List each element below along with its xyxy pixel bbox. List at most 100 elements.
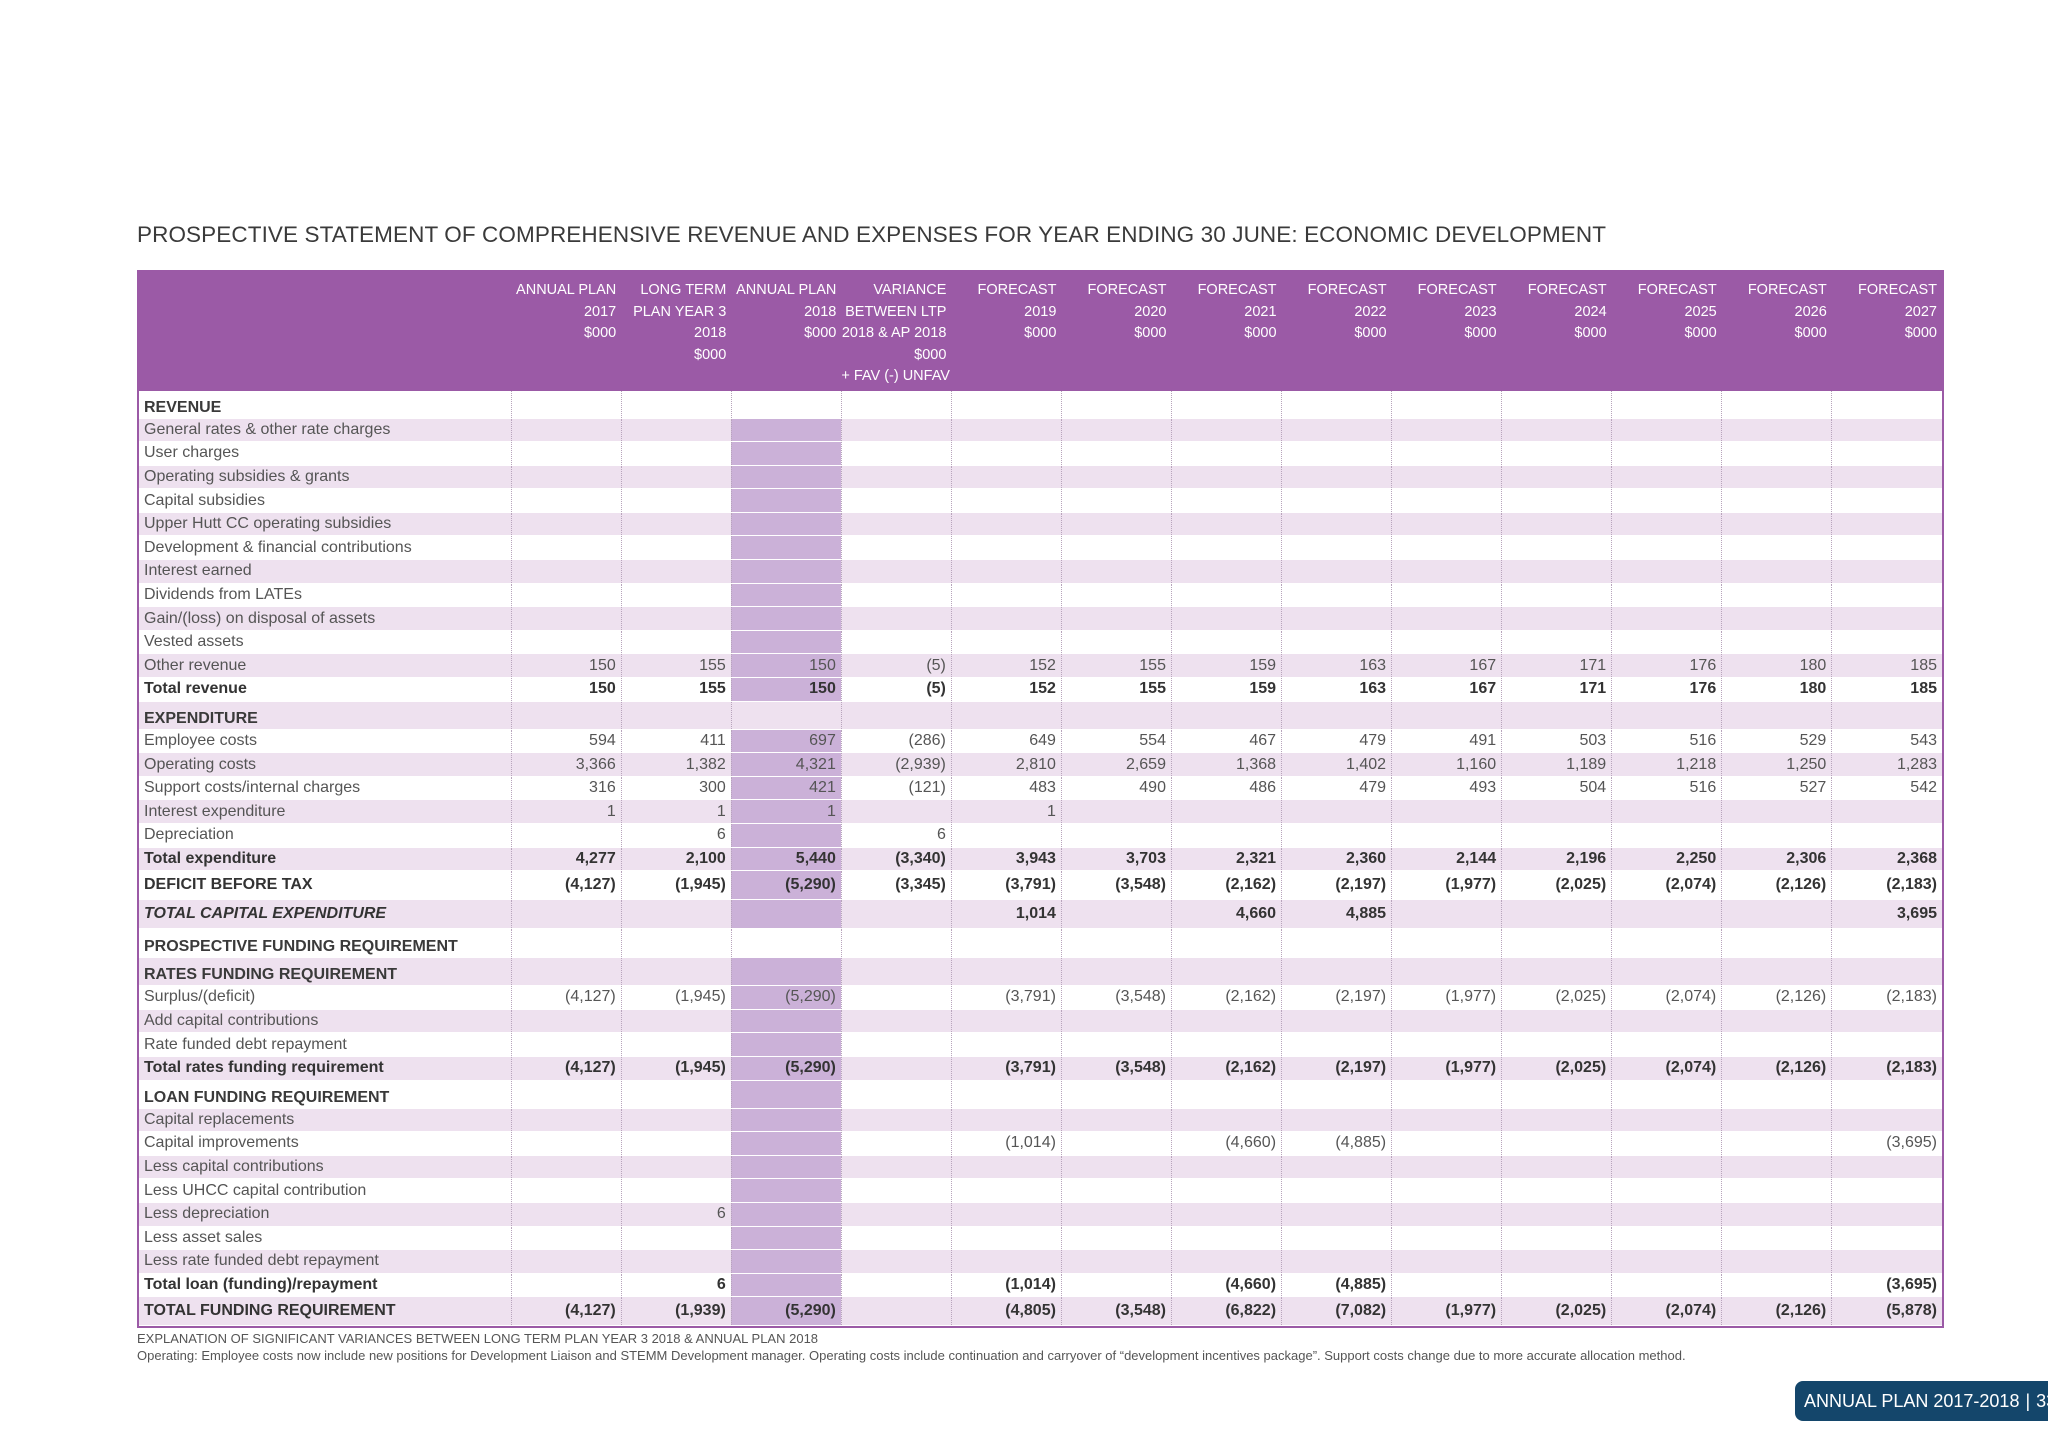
row-value: (5) xyxy=(840,677,952,702)
row-value: 516 xyxy=(1611,729,1722,754)
row-value xyxy=(840,701,952,730)
row-value xyxy=(1060,606,1172,631)
row-value xyxy=(510,1202,622,1227)
row-value xyxy=(1391,701,1502,730)
row-value xyxy=(1831,1202,1942,1227)
row-value xyxy=(840,441,952,466)
row-value xyxy=(730,1009,842,1034)
row-value xyxy=(1721,701,1832,730)
row-value xyxy=(730,606,842,631)
row-value: 1,368 xyxy=(1170,752,1282,777)
row-value xyxy=(1060,1009,1172,1034)
row-value xyxy=(1170,928,1282,959)
row-value xyxy=(730,1273,842,1298)
row-value xyxy=(1060,583,1172,608)
row-value xyxy=(1501,823,1612,848)
row-value: 3,366 xyxy=(510,752,622,777)
row-value xyxy=(1391,928,1502,959)
row-label: Total loan (funding)/repayment xyxy=(139,1273,512,1298)
row-value xyxy=(950,559,1062,584)
row-value xyxy=(1060,559,1172,584)
row-value: (6,822) xyxy=(1170,1296,1282,1327)
row-value xyxy=(1611,1131,1722,1156)
table-row: Interest earned xyxy=(139,559,1942,584)
total-row: Total expenditure 4,277 2,100 5,440 (3,340) 3… xyxy=(139,847,1942,872)
row-value xyxy=(510,899,622,930)
row-value: (4,805) xyxy=(950,1296,1062,1327)
row-value: 1,283 xyxy=(1831,752,1942,777)
column-header-line: 2018 xyxy=(694,325,727,341)
row-value: (4,127) xyxy=(510,985,622,1010)
row-value xyxy=(1611,1202,1722,1227)
column-header-line: 2027 xyxy=(1904,303,1937,320)
row-value xyxy=(1501,1178,1612,1203)
row-value xyxy=(730,1178,842,1203)
row-value: 4,660 xyxy=(1170,899,1282,930)
row-value xyxy=(1611,1009,1722,1034)
row-value: 2,321 xyxy=(1170,847,1282,872)
row-value: 1 xyxy=(510,799,622,824)
column-header-line: $000 xyxy=(583,325,617,341)
row-value xyxy=(1611,1032,1722,1057)
row-value: (2,025) xyxy=(1501,1056,1612,1081)
row-value xyxy=(1281,1226,1392,1251)
row-value xyxy=(1391,957,1502,987)
column-header: FORECAST 2022 $000 xyxy=(1281,272,1392,391)
row-value: (2,197) xyxy=(1281,870,1392,901)
row-value xyxy=(950,1155,1062,1180)
table-row: Support costs/internal charges 316 300 421(… xyxy=(139,776,1942,801)
row-value: 155 xyxy=(620,677,732,702)
row-value xyxy=(730,1155,842,1180)
column-header-line: 2026 xyxy=(1794,303,1827,320)
row-value xyxy=(1831,957,1942,987)
row-value xyxy=(620,1131,732,1156)
row-value xyxy=(730,441,842,466)
row-value xyxy=(1281,928,1392,959)
row-value xyxy=(950,957,1062,987)
row-label: Operating subsidies & grants xyxy=(139,465,512,490)
row-value xyxy=(730,418,842,443)
row-value: (5,290) xyxy=(730,1296,842,1327)
row-value xyxy=(840,630,952,655)
row-value xyxy=(1501,583,1612,608)
row-value xyxy=(730,535,842,561)
row-value xyxy=(1281,701,1392,730)
row-value xyxy=(840,985,952,1010)
table-row: Operating costs 3,366 1,382 4,321 (2,939) 2,8… xyxy=(139,752,1942,777)
row-value: (4,660) xyxy=(1170,1131,1282,1156)
row-value xyxy=(1170,583,1282,608)
row-value xyxy=(1831,1009,1942,1034)
row-value: 180 xyxy=(1721,677,1832,702)
table-row: Capital replacements xyxy=(139,1108,1942,1133)
row-label: Capital improvements xyxy=(139,1131,512,1156)
row-value xyxy=(1831,441,1942,466)
row-label: Gain/(loss) on disposal of assets xyxy=(139,606,512,631)
row-value: (2,074) xyxy=(1611,1296,1722,1327)
row-value xyxy=(730,1202,842,1227)
section-row: EXPENDITURE xyxy=(139,701,1942,730)
row-value: (2,162) xyxy=(1170,985,1282,1010)
row-value xyxy=(1501,1155,1612,1180)
row-value xyxy=(1831,583,1942,608)
row-value xyxy=(1391,583,1502,608)
table-row: Depreciation 6 6 xyxy=(139,823,1942,848)
row-value: 486 xyxy=(1170,776,1282,801)
row-value xyxy=(1391,1009,1502,1034)
row-value xyxy=(620,928,732,959)
row-label: Total rates funding requirement xyxy=(139,1056,512,1081)
row-value xyxy=(1281,1178,1392,1203)
row-value xyxy=(1501,418,1612,443)
row-value: (286) xyxy=(840,729,952,754)
column-header: FORECAST 2026 $000 xyxy=(1721,272,1832,391)
row-value: 516 xyxy=(1611,776,1722,801)
column-header-line: BETWEEN LTP xyxy=(845,303,947,320)
table-row: Dividends from LATEs xyxy=(139,583,1942,608)
row-value: (3,695) xyxy=(1831,1273,1942,1298)
row-value: (2,197) xyxy=(1281,985,1392,1010)
row-value: (1,945) xyxy=(620,870,732,901)
column-header: FORECAST 2023 $000 xyxy=(1391,272,1502,391)
row-value xyxy=(1281,390,1392,419)
row-value xyxy=(1501,441,1612,466)
row-value xyxy=(1281,823,1392,848)
row-value xyxy=(840,1249,952,1274)
